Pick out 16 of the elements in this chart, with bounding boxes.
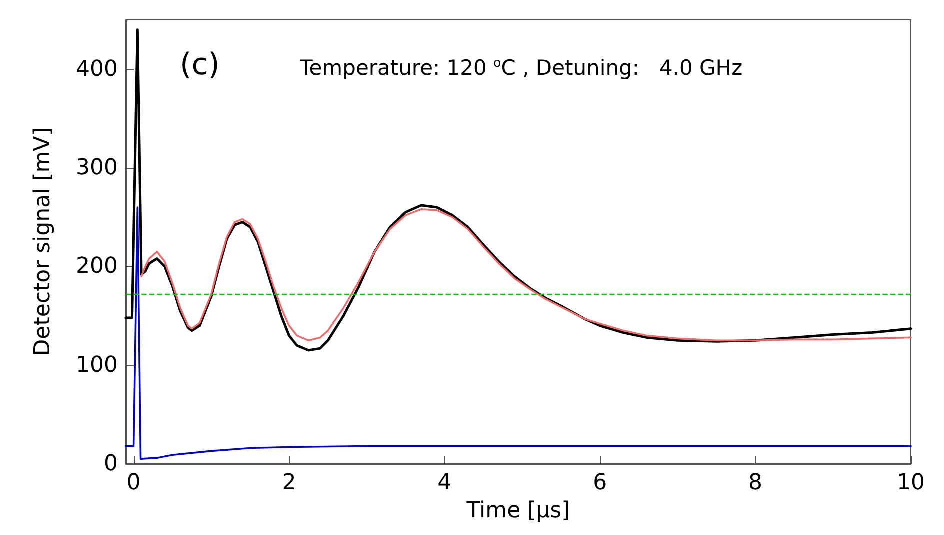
x-tick-label: 2	[282, 470, 296, 496]
y-tick-label: 0	[104, 452, 118, 476]
x-tick-label: 8	[748, 470, 763, 496]
x-tick-label: 0	[126, 470, 141, 496]
y-axis-title: Detector signal [mV]	[30, 128, 56, 356]
y-tick-label: 100	[76, 352, 118, 378]
annotation: (c)	[180, 48, 220, 82]
x-tick-label: 4	[438, 470, 452, 496]
line-series	[125, 206, 912, 460]
x-axis-title: Time [μs]	[466, 498, 570, 524]
line-series	[140, 208, 912, 342]
x-tick-label: 10	[897, 470, 925, 496]
x-tick-label: 6	[593, 470, 608, 496]
y-tick-label: 300	[76, 156, 118, 180]
y-tick-label: 400	[76, 56, 118, 82]
y-tick-label: 200	[76, 254, 118, 280]
